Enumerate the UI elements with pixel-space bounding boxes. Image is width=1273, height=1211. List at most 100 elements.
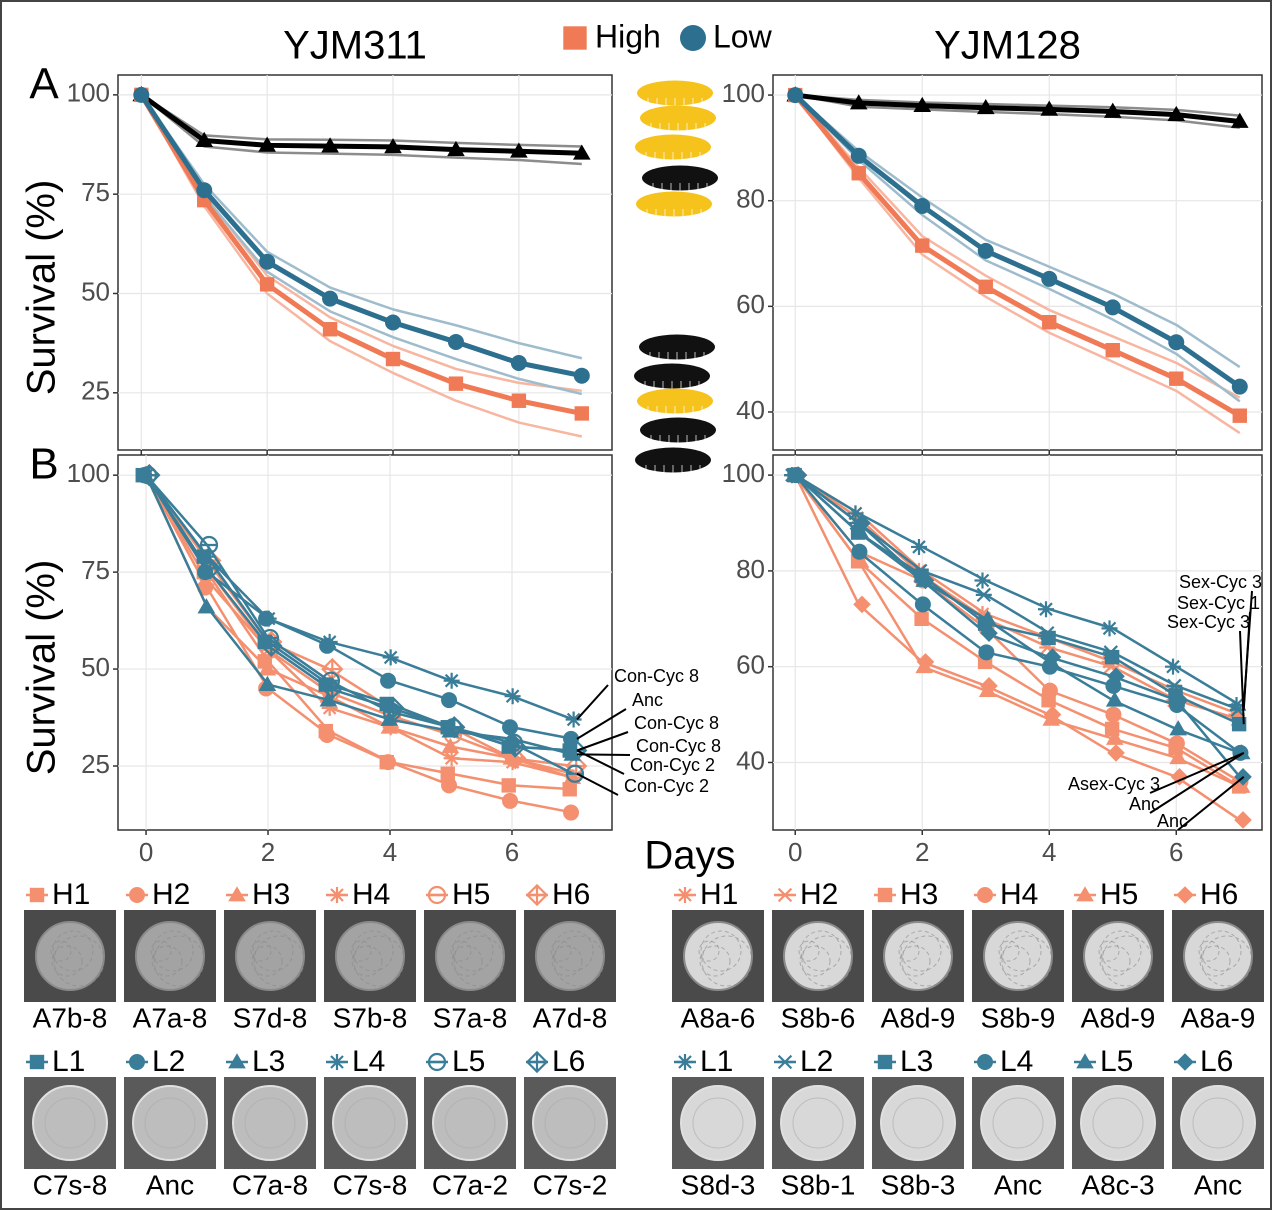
data-point — [321, 137, 339, 153]
colony-texture — [999, 945, 1031, 977]
strain-label: C7s-2 — [533, 1169, 608, 1200]
colony — [432, 1085, 508, 1161]
data-point — [1104, 649, 1120, 665]
colony-ring — [692, 1097, 744, 1149]
strain-label: A7b-8 — [33, 1002, 108, 1033]
data-point — [133, 86, 150, 103]
band-line — [794, 94, 1241, 435]
series-line — [794, 92, 1241, 124]
y-tick-label: 60 — [736, 289, 765, 319]
colony-texture — [151, 945, 183, 977]
colony-texture — [898, 940, 920, 962]
colony-texture — [52, 930, 94, 972]
strain-label: A8a-6 — [681, 1002, 756, 1033]
annotation-leader — [1149, 752, 1245, 814]
legend-label: High — [595, 18, 661, 54]
y-tick-label: 80 — [736, 554, 765, 584]
colony-ring — [44, 1097, 96, 1149]
strain-label: C7a-8 — [232, 1169, 308, 1200]
x-tick-label: 2 — [915, 837, 929, 867]
colony-texture — [452, 930, 494, 972]
data-point — [385, 351, 401, 367]
colony-ring — [1192, 1097, 1244, 1149]
data-point — [847, 505, 864, 522]
data-point — [319, 691, 338, 707]
colony-texture — [1001, 935, 1053, 987]
data-point — [565, 769, 582, 786]
strain-label: C7s-8 — [33, 1169, 108, 1200]
data-point — [199, 548, 216, 565]
legend-label: H2 — [152, 878, 190, 911]
legend-key — [427, 885, 447, 905]
data-point — [258, 675, 277, 691]
strain-label: A8d-9 — [1081, 1002, 1156, 1033]
series-line — [144, 474, 574, 779]
strain-label: S7b-8 — [333, 1002, 408, 1033]
legend-key — [777, 887, 793, 903]
series-line — [145, 474, 574, 752]
data-point — [914, 596, 931, 613]
colony — [435, 921, 505, 991]
series-line — [139, 93, 583, 416]
data-point — [199, 535, 219, 554]
series-line — [794, 474, 1241, 788]
legend-key — [525, 883, 549, 907]
band-line — [795, 93, 1240, 117]
annotation: Con-Cyc 2 — [630, 755, 715, 775]
colony — [983, 921, 1053, 991]
x-tick-label: 2 — [261, 837, 275, 867]
legend-label: L2 — [800, 1045, 833, 1078]
panel-letter: B — [29, 440, 58, 489]
legend-label: H1 — [700, 878, 738, 911]
colony-texture — [799, 945, 831, 977]
band-line — [794, 94, 1241, 399]
data-point — [853, 514, 871, 532]
y-tick-label: 80 — [736, 184, 765, 214]
data-point — [510, 355, 527, 372]
strain-label: Anc — [1194, 1169, 1242, 1200]
data-point — [787, 87, 804, 104]
chart-title: YJM128 — [934, 24, 1081, 68]
y-tick-label: 50 — [81, 652, 110, 682]
data-point — [916, 571, 935, 590]
strain-label: Anc — [994, 1169, 1042, 1200]
colony — [1083, 921, 1153, 991]
data-point — [448, 376, 464, 391]
annotation: Sex-Cyc 1 — [1177, 593, 1260, 613]
data-point — [1168, 735, 1185, 752]
legend-key — [29, 887, 45, 903]
plot-area — [117, 454, 613, 831]
legend-key — [1076, 1053, 1094, 1069]
colony — [335, 921, 405, 991]
legend-key — [977, 1054, 993, 1070]
annotation-leader — [576, 708, 627, 740]
annotation: Sex-Cyc 3 — [1179, 572, 1262, 592]
colony-texture — [1000, 930, 1042, 972]
legend-key — [329, 1054, 345, 1070]
legend-key — [329, 887, 345, 903]
band-line — [140, 93, 582, 166]
data-point — [851, 552, 870, 568]
legend-key — [777, 1054, 793, 1070]
chart-title: YJM311 — [283, 24, 427, 68]
data-point — [1104, 299, 1121, 316]
legend-key — [877, 1054, 893, 1070]
legend-key — [877, 887, 893, 903]
data-point — [1167, 105, 1186, 122]
colony-ring — [792, 1097, 844, 1149]
data-point — [504, 735, 527, 758]
colony — [1180, 1085, 1256, 1161]
data-point — [199, 557, 222, 580]
annotation: Asex-Cyc 3 — [1068, 774, 1160, 794]
legend-label: H6 — [552, 878, 590, 911]
data-point — [980, 677, 998, 695]
series-line — [794, 474, 1241, 721]
data-point — [1107, 744, 1125, 762]
y-tick-label: 75 — [81, 555, 110, 585]
legend-key — [680, 25, 706, 51]
colony-texture — [53, 935, 105, 987]
annotation-leader — [1177, 776, 1245, 831]
annotation: Con-Cyc 8 — [636, 736, 721, 756]
data-point — [565, 739, 588, 762]
